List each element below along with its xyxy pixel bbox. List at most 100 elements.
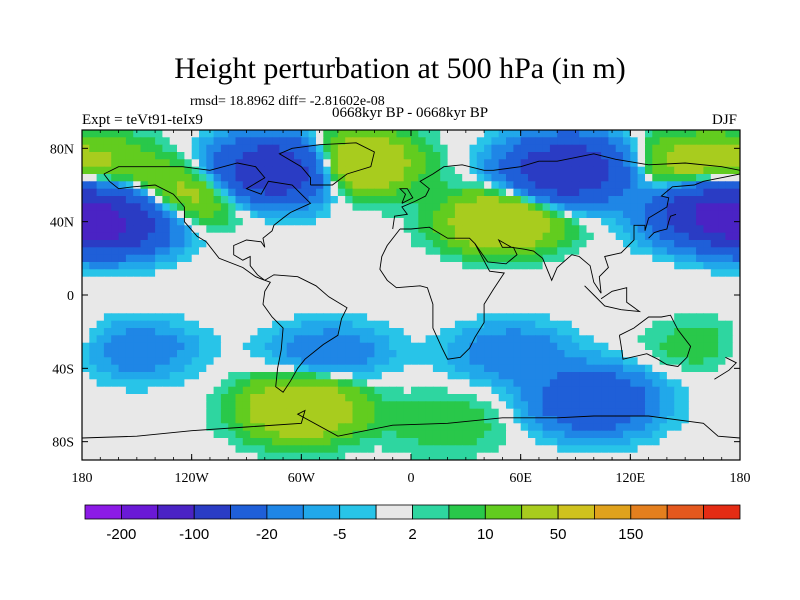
field-cell [659,210,668,219]
field-cell [294,342,302,351]
field-cell [169,335,178,344]
field-cell [520,247,529,256]
field-cell [199,379,207,388]
field-cell [645,335,653,344]
field-cell [177,284,185,292]
field-cell [294,174,302,182]
field-cell [294,379,302,388]
field-cell [228,144,237,153]
field-cell [345,445,354,454]
field-cell [381,232,390,241]
field-cell [272,159,280,168]
field-cell [564,240,573,248]
field-cell [710,196,719,204]
field-cell [703,130,712,138]
field-cell [213,350,222,358]
field-cell [703,306,712,314]
field-cell [352,262,361,270]
field-cell [286,372,295,380]
field-cell [118,298,127,307]
field-cell [506,320,514,329]
field-cell [396,313,405,322]
field-cell [425,276,434,285]
field-cell [330,210,339,219]
field-cell [484,357,492,366]
field-cell [301,452,310,460]
colorbar-swatch [484,504,523,520]
field-cell [725,254,734,263]
field-cell [484,232,492,241]
field-cell [323,232,332,241]
field-cell [432,452,441,460]
field-cell [403,401,412,410]
field-cell [491,328,500,336]
field-cell [286,328,295,336]
field-cell [147,438,156,446]
field-cell [89,181,98,190]
field-cell [623,416,631,424]
field-cell [308,247,317,256]
field-cell [118,196,127,204]
field-cell [286,240,295,248]
field-cell [549,438,558,446]
field-cell [381,269,390,278]
field-cell [630,269,639,278]
field-cell [301,320,310,329]
field-cell [169,254,178,263]
field-cell [367,159,375,168]
field-cell [337,430,346,439]
field-cell [286,152,295,160]
colorbar-swatch [230,504,268,520]
field-cell [520,232,529,241]
field-cell [337,394,346,402]
field-cell [725,225,734,234]
field-cell [330,335,339,344]
field-cell [491,159,500,168]
field-cell [301,445,310,454]
field-cell [608,225,617,234]
field-cell [155,298,163,307]
field-cell [696,416,704,424]
field-cell [506,342,514,351]
field-cell [250,291,259,300]
field-cell [147,130,156,138]
field-cell [89,298,98,307]
field-cell [491,386,500,395]
field-cell [440,350,449,358]
field-cell [272,166,280,175]
field-cell [308,328,317,336]
field-cell [710,188,719,197]
field-cell [257,210,266,219]
field-cell [199,306,207,314]
field-cell [425,328,434,336]
field-cell [484,240,492,248]
field-cell [447,144,456,153]
field-cell [220,247,229,256]
field-cell [396,144,405,153]
field-cell [681,342,690,351]
field-cell [696,203,704,212]
field-cell [213,284,222,292]
field-cell [257,335,266,344]
field-cell [542,445,551,454]
field-cell [220,386,229,395]
field-cell [155,174,163,182]
anomaly-field [82,130,740,460]
field-cell [484,401,492,410]
field-cell [528,225,536,234]
field-cell [564,306,573,314]
field-cell [286,401,295,410]
field-cell [374,166,383,175]
field-cell [725,350,734,358]
field-cell [542,335,551,344]
field-cell [696,225,704,234]
field-cell [323,159,332,168]
field-cell [710,320,719,329]
field-cell [579,350,588,358]
field-cell [498,240,507,248]
field-cell [425,269,434,278]
field-cell [403,188,412,197]
field-cell [199,342,207,351]
field-cell [381,240,390,248]
field-cell [411,452,419,460]
